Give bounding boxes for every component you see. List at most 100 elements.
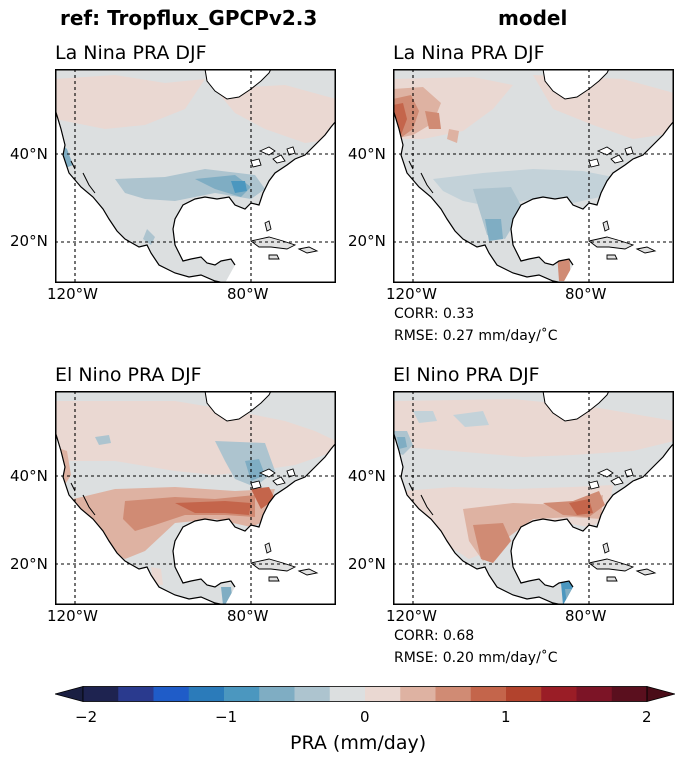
hudson-bay-outline: [204, 391, 272, 422]
lon-tick-80w: 80°W: [565, 607, 607, 625]
colorbar-frame: [82, 686, 648, 702]
map-panel-ref-lanina: [55, 69, 336, 283]
anomaly-patch: [251, 487, 275, 509]
lat-tick-20n: 20°N: [348, 555, 386, 573]
map-frame: [393, 391, 674, 605]
lake: [272, 476, 286, 486]
island: [635, 246, 657, 254]
lake: [286, 146, 296, 156]
colorbar-extend-high: [646, 685, 677, 703]
coastline: [55, 108, 336, 283]
colorbar-bin: [400, 686, 436, 702]
island: [264, 542, 272, 554]
anomaly-patch: [485, 219, 503, 241]
anomaly-patch: [453, 411, 489, 427]
lake: [588, 158, 600, 168]
map-svg: [55, 391, 336, 605]
map-frame: [393, 69, 674, 283]
hudson-bay-outline: [542, 69, 610, 100]
anomaly-patch: [473, 523, 511, 563]
map-panel-ref-elnino: [55, 391, 336, 605]
island: [587, 558, 635, 572]
hudson-bay: [205, 69, 271, 99]
lat-tick-20n: 20°N: [10, 232, 48, 250]
colorbar-bin: [118, 686, 154, 702]
colorbar-bin: [259, 686, 295, 702]
colorbar-bin: [224, 686, 260, 702]
colorbar-bin: [506, 686, 542, 702]
coastline-detail: [70, 482, 96, 516]
colorbar-tick-2: 2: [642, 708, 652, 726]
island: [268, 576, 280, 582]
anomaly-patch: [397, 437, 407, 449]
lat-tick-40n: 40°N: [348, 467, 386, 485]
colorbar-bin: [294, 686, 331, 702]
map-svg: [393, 69, 674, 283]
lake: [624, 146, 634, 156]
anomaly-patch: [425, 111, 441, 129]
hudson-bay: [543, 391, 609, 421]
rmse-elnino: RMSE: 0.20 mm/day/˚C: [394, 650, 558, 666]
island: [249, 236, 297, 250]
colorbar-bin: [365, 686, 401, 702]
lon-tick-120w: 120°W: [386, 285, 437, 303]
island: [606, 576, 618, 582]
anomaly-patch: [231, 181, 247, 193]
lon-tick-80w: 80°W: [565, 285, 607, 303]
panel-title-model-elnino: El Nino PRA DJF: [393, 364, 540, 386]
island: [264, 220, 272, 232]
colorbar-tick-0: 0: [360, 708, 370, 726]
colorbar-tick-1: 1: [501, 708, 511, 726]
anomaly-fields: [55, 401, 336, 605]
ref-column-title: ref: Tropflux_GPCPv2.3: [60, 6, 318, 30]
coastline-detail: [70, 160, 96, 194]
island: [587, 236, 635, 250]
map-svg: [393, 391, 674, 605]
hudson-bay: [205, 391, 271, 421]
map-panel-model-lanina: [393, 69, 674, 283]
colorbar: [53, 685, 677, 703]
hudson-bay-outline: [542, 391, 610, 422]
panel-title-model-lanina: La Nina PRA DJF: [393, 42, 545, 64]
colorbar-bin: [576, 686, 613, 702]
coastline-detail: [408, 482, 434, 516]
anomaly-patch: [413, 411, 437, 423]
corr-elnino: CORR: 0.68: [394, 628, 475, 644]
hudson-bay: [543, 69, 609, 99]
colorbar-bin: [153, 686, 190, 702]
colorbar-bin: [541, 686, 577, 702]
coastline: [55, 430, 336, 605]
colorbar-bin: [329, 686, 366, 702]
map-frame: [55, 391, 336, 605]
anomaly-fields: [55, 75, 336, 245]
island: [249, 558, 297, 572]
lake: [624, 468, 634, 478]
corr-lanina: CORR: 0.33: [394, 306, 475, 322]
rmse-lanina: RMSE: 0.27 mm/day/˚C: [394, 328, 558, 344]
lake: [250, 480, 262, 490]
lake: [286, 468, 296, 478]
colorbar-bin: [188, 686, 225, 702]
lat-tick-40n: 40°N: [348, 145, 386, 163]
panel-title-ref-lanina: La Nina PRA DJF: [55, 42, 207, 64]
lat-tick-20n: 20°N: [348, 232, 386, 250]
coastline: [393, 430, 674, 605]
colorbar-bin: [83, 686, 119, 702]
lat-tick-40n: 40°N: [10, 467, 48, 485]
lat-tick-20n: 20°N: [10, 555, 48, 573]
lat-tick-40n: 40°N: [10, 145, 48, 163]
lon-tick-80w: 80°W: [227, 607, 269, 625]
lake: [610, 476, 624, 486]
anomaly-patch: [569, 499, 593, 515]
colorbar-svg: [53, 685, 677, 703]
lon-tick-80w: 80°W: [227, 285, 269, 303]
island: [297, 246, 319, 254]
colorbar-tick-minus2: −2: [75, 708, 98, 726]
island: [602, 542, 610, 554]
anomaly-patch: [447, 129, 459, 143]
colorbar-bin: [611, 686, 648, 702]
lon-tick-120w: 120°W: [47, 607, 98, 625]
island: [297, 568, 319, 576]
anomaly-patch: [393, 399, 674, 457]
hudson-bay-outline: [204, 69, 272, 100]
